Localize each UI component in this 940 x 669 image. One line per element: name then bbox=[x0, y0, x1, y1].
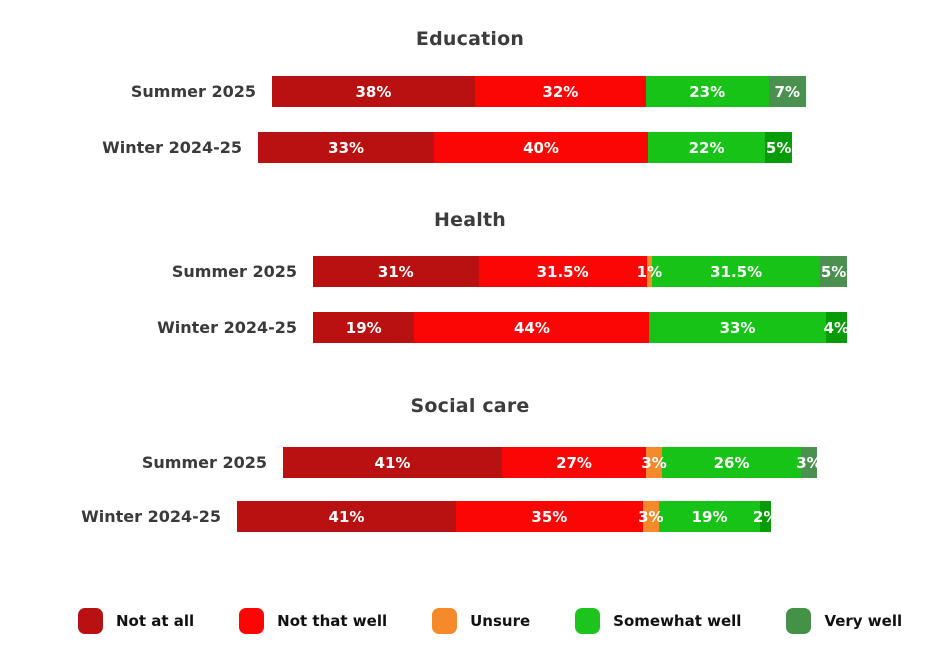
bar-segment-value: 26% bbox=[713, 453, 750, 472]
bar-segment-unsure: 1% bbox=[637, 256, 662, 287]
bar-segment-somewhat-well: 19% bbox=[658, 501, 761, 532]
bar-segment-not-that-well: 44% bbox=[414, 312, 650, 343]
bar-segment-value: 19% bbox=[345, 318, 382, 337]
bar-segment-value: 1% bbox=[636, 262, 663, 281]
bar-segment-not-that-well: 32% bbox=[474, 76, 646, 107]
bar-segment-unsure: 3% bbox=[638, 501, 664, 532]
bar-segment-value: 44% bbox=[513, 318, 550, 337]
section-title-social-care: Social care bbox=[410, 395, 530, 417]
bar-segment-value: 23% bbox=[689, 82, 726, 101]
bar-row-health-summer-2025: Summer 2025 31% 31.5% 1% 31.5% 5% bbox=[0, 256, 940, 287]
stacked-bar: 19% 44% 33% 4% bbox=[313, 312, 850, 343]
bar-row-education-winter-2024-25: Winter 2024-25 33% 40% 22% 5% bbox=[0, 132, 940, 163]
section-title-health: Health bbox=[434, 209, 506, 231]
bar-segment-value: 31% bbox=[377, 262, 414, 281]
legend-item-very-well: Very well bbox=[786, 608, 902, 634]
row-label: Summer 2025 bbox=[141, 453, 267, 472]
bar-segment-not-at-all: 41% bbox=[237, 501, 456, 532]
bar-segment-somewhat-well: 22% bbox=[647, 132, 766, 163]
bar-segment-value: 2% bbox=[752, 507, 779, 526]
bar-segment-not-at-all: 41% bbox=[283, 447, 502, 478]
bar-row-health-winter-2024-25: Winter 2024-25 19% 44% 33% 4% bbox=[0, 312, 940, 343]
row-label: Winter 2024-25 bbox=[102, 138, 242, 157]
bar-segment-not-at-all: 19% bbox=[313, 312, 415, 343]
legend-item-not-that-well: Not that well bbox=[239, 608, 387, 634]
stacked-bar: 31% 31.5% 1% 31.5% 5% bbox=[313, 256, 847, 287]
legend-item-somewhat-well: Somewhat well bbox=[575, 608, 741, 634]
bar-segment-not-that-well: 27% bbox=[501, 447, 647, 478]
bar-segment-value: 41% bbox=[328, 507, 365, 526]
bar-segment-not-that-well: 40% bbox=[434, 132, 648, 163]
legend-swatch-unsure bbox=[432, 608, 458, 634]
legend-label: Not at all bbox=[116, 612, 195, 630]
legend-swatch-not-at-all bbox=[78, 608, 103, 634]
legend-label: Unsure bbox=[470, 612, 531, 630]
bar-segment-value: 7% bbox=[774, 82, 801, 101]
legend-item-not-at-all: Not at all bbox=[78, 608, 194, 634]
row-label: Summer 2025 bbox=[171, 262, 297, 281]
bar-segment-not-that-well: 35% bbox=[455, 501, 643, 532]
legend: Not at all Not that well Unsure Somewhat… bbox=[78, 608, 902, 634]
legend-label: Not that well bbox=[277, 612, 388, 630]
stacked-bar: 38% 32% 23% 7% bbox=[272, 76, 806, 107]
bar-row-social-care-winter-2024-25: Winter 2024-25 41% 35% 3% 19% 2% bbox=[0, 501, 940, 532]
bar-segment-value: 40% bbox=[523, 138, 559, 157]
bar-segment-somewhat-well: 31.5% bbox=[652, 256, 821, 287]
bar-segment-very-well: 5% bbox=[765, 132, 792, 163]
bar-segment-value: 32% bbox=[542, 82, 579, 101]
bar-segment-not-at-all: 33% bbox=[258, 132, 435, 163]
bar-row-social-care-summer-2025: Summer 2025 41% 27% 3% 26% 3% bbox=[0, 447, 940, 478]
stacked-bar: 33% 40% 22% 5% bbox=[258, 132, 792, 163]
bar-segment-value: 5% bbox=[765, 138, 792, 157]
bar-segment-very-well: 4% bbox=[823, 312, 850, 343]
bar-segment-value: 31.5% bbox=[710, 262, 763, 281]
row-label: Summer 2025 bbox=[130, 82, 256, 101]
bar-segment-not-at-all: 38% bbox=[272, 76, 475, 107]
bar-segment-value: 38% bbox=[355, 82, 392, 101]
row-label: Winter 2024-25 bbox=[157, 318, 297, 337]
bar-segment-not-that-well: 31.5% bbox=[478, 256, 647, 287]
stacked-bar: 41% 35% 3% 19% 2% bbox=[237, 501, 778, 532]
bar-segment-value: 3% bbox=[638, 507, 664, 526]
legend-swatch-somewhat-well bbox=[575, 608, 601, 634]
legend-label: Very well bbox=[824, 612, 903, 630]
legend-item-unsure: Unsure bbox=[432, 608, 530, 634]
legend-swatch-very-well bbox=[786, 608, 812, 634]
bar-segment-value: 33% bbox=[719, 318, 756, 337]
bar-segment-value: 3% bbox=[796, 453, 822, 472]
bar-segment-somewhat-well: 23% bbox=[645, 76, 769, 107]
bar-segment-somewhat-well: 26% bbox=[662, 447, 801, 478]
bar-segment-very-well: 7% bbox=[768, 76, 806, 107]
bar-segment-unsure: 3% bbox=[641, 447, 667, 478]
bar-segment-very-well: 3% bbox=[796, 447, 822, 478]
bar-segment-somewhat-well: 33% bbox=[649, 312, 826, 343]
bar-segment-value: 31.5% bbox=[536, 262, 589, 281]
bar-segment-very-well: 2% bbox=[753, 501, 778, 532]
bar-segment-value: 27% bbox=[556, 453, 592, 472]
bar-segment-value: 22% bbox=[688, 138, 725, 157]
stacked-bar: 41% 27% 3% 26% 3% bbox=[283, 447, 822, 478]
bar-segment-very-well: 5% bbox=[820, 256, 847, 287]
bar-segment-value: 33% bbox=[328, 138, 365, 157]
bar-row-education-summer-2025: Summer 2025 38% 32% 23% 7% bbox=[0, 76, 940, 107]
bar-segment-value: 41% bbox=[374, 453, 411, 472]
bar-segment-value: 35% bbox=[531, 507, 568, 526]
bar-segment-value: 3% bbox=[641, 453, 667, 472]
bar-segment-value: 4% bbox=[823, 318, 850, 337]
row-label: Winter 2024-25 bbox=[81, 507, 221, 526]
bar-segment-value: 19% bbox=[691, 507, 728, 526]
legend-swatch-not-that-well bbox=[239, 608, 265, 634]
bar-segment-not-at-all: 31% bbox=[313, 256, 479, 287]
section-title-education: Education bbox=[415, 28, 525, 50]
legend-label: Somewhat well bbox=[613, 612, 742, 630]
bar-segment-value: 5% bbox=[820, 262, 847, 281]
